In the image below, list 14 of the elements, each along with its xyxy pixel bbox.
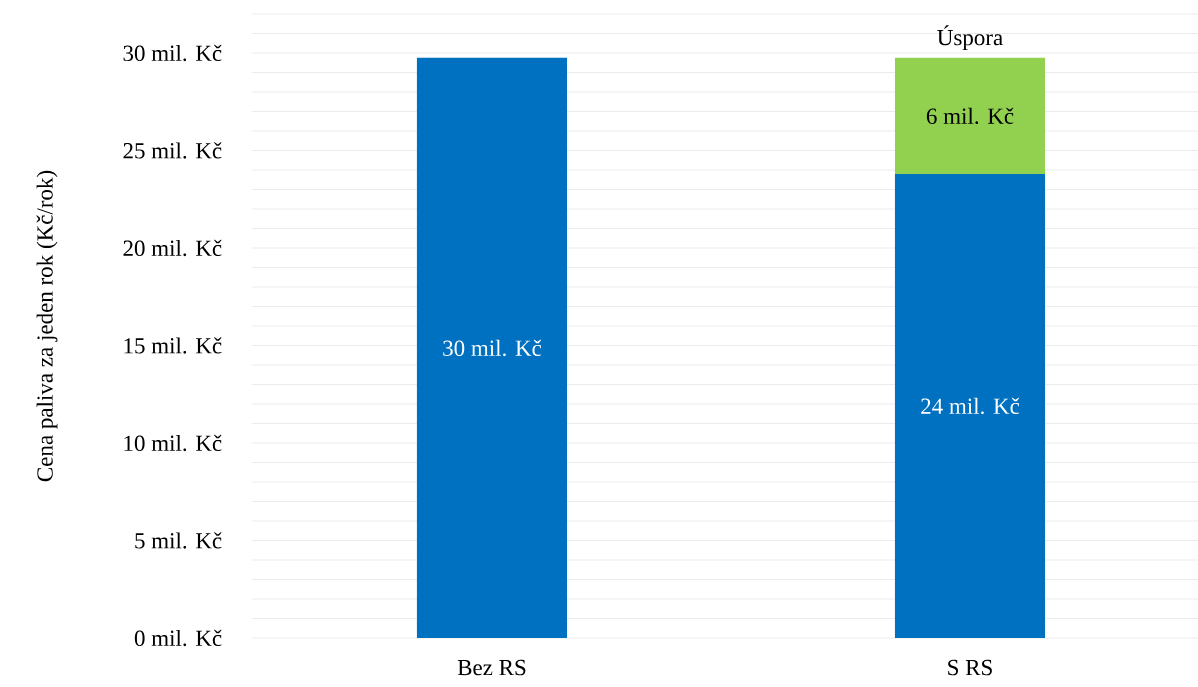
data-label: 24 mil. Kč [921, 397, 1020, 415]
x-tick-label: Bez RS [457, 659, 526, 676]
y-tick-label: 5 mil. Kč [135, 532, 222, 549]
y-tick-label: 20 mil. Kč [123, 239, 222, 257]
y-tick-label: 30 mil. Kč [123, 44, 222, 62]
y-tick-label: 10 mil. Kč [124, 434, 222, 452]
y-tick-label: 25 mil. Kč [123, 142, 222, 159]
y-tick-label: 0 mil. Kč [134, 629, 222, 647]
x-tick-label: S RS [948, 659, 992, 676]
series-label: Úspora [937, 25, 1003, 50]
data-label: 6 mil. Kč [926, 107, 1014, 125]
y-tick-label: 15 mil. Kč [124, 337, 222, 354]
y-axis-title: Cena paliva za jeden rok (Kč/rok) [36, 170, 58, 482]
data-label: 30 mil. Kč [443, 339, 542, 357]
